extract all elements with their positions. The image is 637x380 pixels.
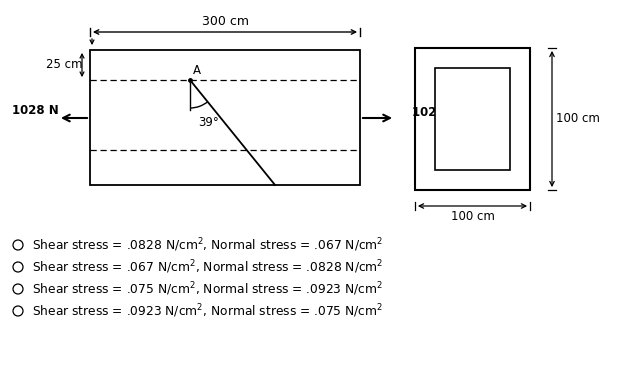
Text: 25 cm: 25 cm	[46, 59, 82, 71]
Bar	[415, 48, 530, 190]
Text: Shear stress = .075 N/cm$^2$, Normal stress = .0923 N/cm$^2$: Shear stress = .075 N/cm$^2$, Normal str…	[32, 280, 383, 298]
Text: Shear stress = .0828 N/cm$^2$, Normal stress = .067 N/cm$^2$: Shear stress = .0828 N/cm$^2$, Normal st…	[32, 236, 383, 254]
Text: 39°: 39°	[198, 116, 218, 129]
Text: Shear stress = .0923 N/cm$^2$, Normal stress = .075 N/cm$^2$: Shear stress = .0923 N/cm$^2$, Normal st…	[32, 302, 383, 320]
Bar	[435, 68, 510, 170]
Text: 1028 N: 1028 N	[11, 103, 59, 117]
Text: 100 cm: 100 cm	[450, 210, 494, 223]
Text: 1028 N: 1028 N	[412, 106, 459, 119]
Text: 100 cm: 100 cm	[556, 112, 600, 125]
Text: Shear stress = .067 N/cm$^2$, Normal stress = .0828 N/cm$^2$: Shear stress = .067 N/cm$^2$, Normal str…	[32, 258, 383, 276]
Text: A: A	[193, 64, 201, 77]
Text: 300 cm: 300 cm	[201, 15, 248, 28]
Bar	[90, 50, 360, 185]
